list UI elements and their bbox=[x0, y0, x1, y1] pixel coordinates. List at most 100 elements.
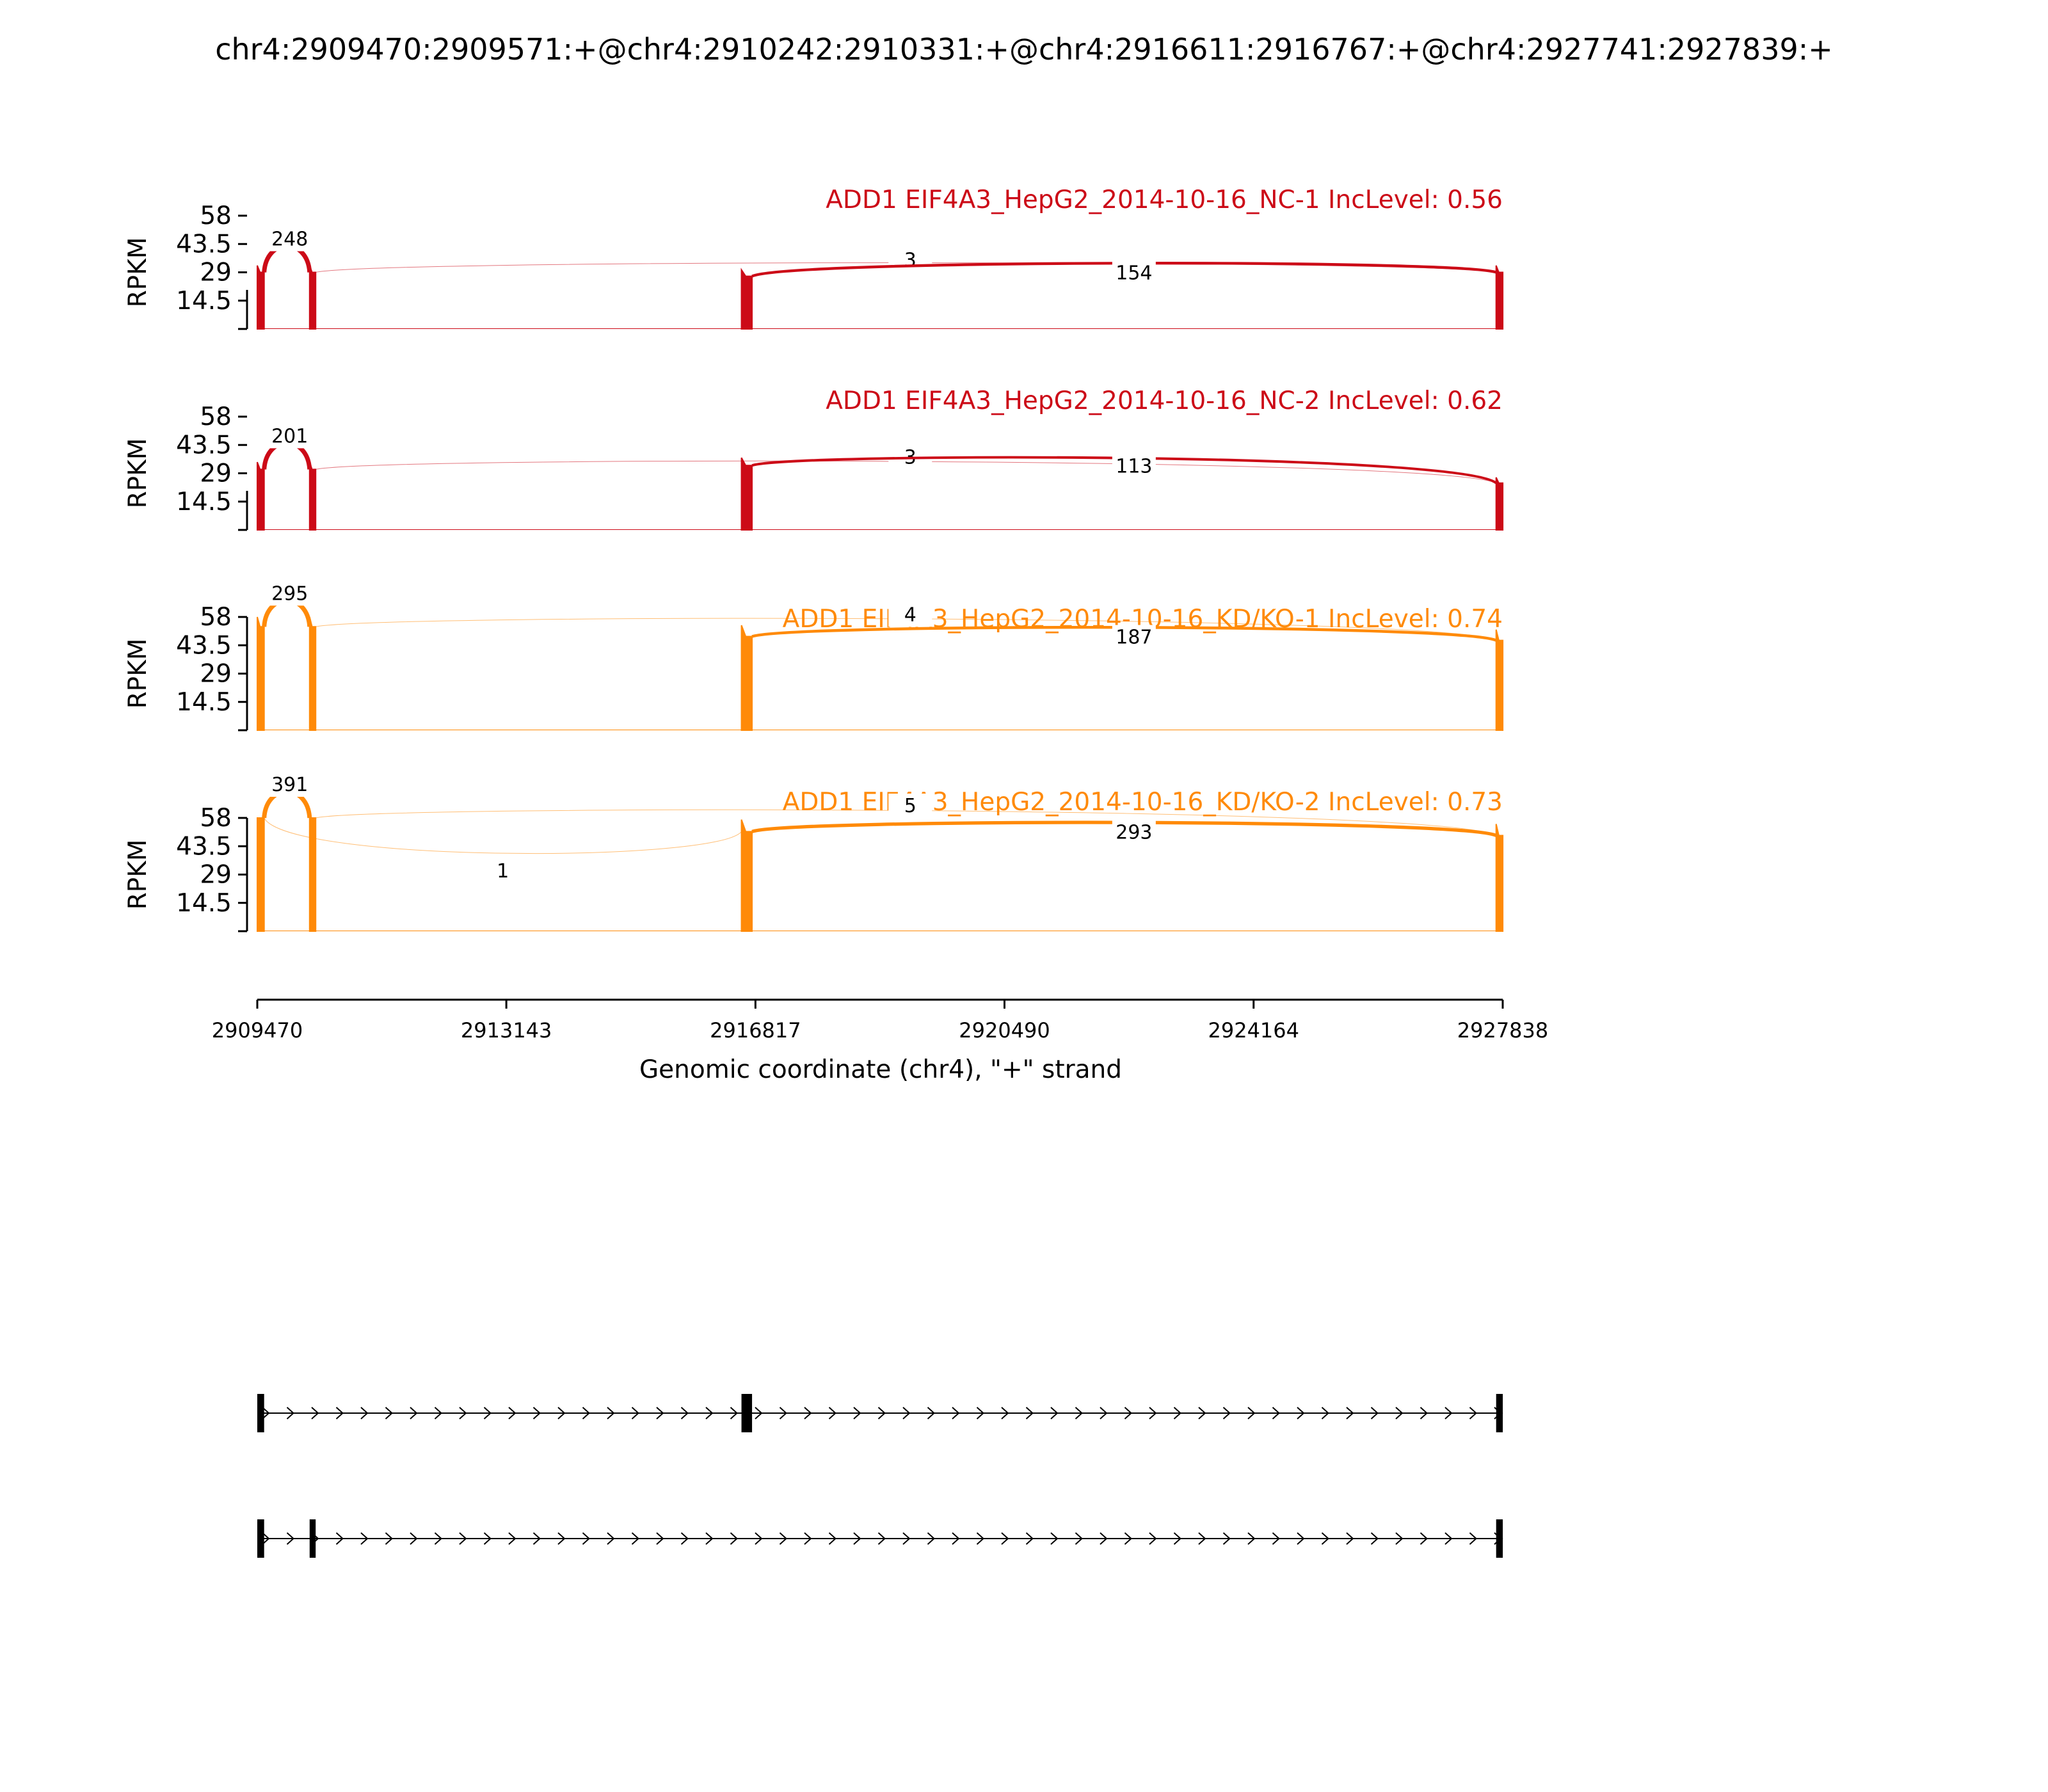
sashimi-track: ADD1 EIF4A3_HepG2_2014-10-16_NC-2 IncLev… bbox=[124, 387, 1504, 531]
strand-arrow bbox=[1420, 1407, 1428, 1420]
strand-arrow bbox=[1247, 1532, 1256, 1545]
strand-arrow bbox=[1272, 1532, 1280, 1545]
strand-arrow bbox=[385, 1532, 393, 1545]
strand-arrow bbox=[877, 1407, 886, 1420]
junction-count-bg bbox=[1112, 820, 1156, 845]
y-tick-label: 43.5 bbox=[176, 230, 232, 259]
strand-arrow bbox=[804, 1407, 812, 1420]
strand-arrow bbox=[927, 1407, 935, 1420]
x-tick-label: 2920490 bbox=[959, 1018, 1050, 1043]
exon-coverage bbox=[1495, 824, 1504, 932]
strand-arrow bbox=[1247, 1407, 1256, 1420]
junction-count-label: 154 bbox=[1116, 262, 1152, 285]
junction-count-label: 293 bbox=[1116, 821, 1152, 844]
exon-coverage bbox=[308, 817, 317, 932]
strand-arrow bbox=[1469, 1532, 1477, 1545]
exon-coverage bbox=[308, 461, 317, 531]
strand-arrow bbox=[1124, 1407, 1132, 1420]
strand-arrow bbox=[607, 1532, 615, 1545]
exon-coverage bbox=[740, 625, 753, 731]
coverage-noise bbox=[257, 529, 1503, 530]
exon-coverage bbox=[1495, 265, 1504, 330]
exon-coverage bbox=[308, 265, 317, 330]
strand-arrow bbox=[656, 1532, 664, 1545]
strand-arrow bbox=[1050, 1532, 1059, 1545]
strand-arrow bbox=[1272, 1407, 1280, 1420]
strand-arrow bbox=[656, 1407, 664, 1420]
strand-arrow bbox=[631, 1532, 639, 1545]
y-tick-label: 58 bbox=[200, 603, 232, 632]
strand-arrow bbox=[779, 1407, 787, 1420]
junction-count-label: 5 bbox=[904, 795, 916, 817]
strand-arrow bbox=[1124, 1532, 1132, 1545]
exon-coverage bbox=[1495, 629, 1504, 731]
strand-arrow bbox=[532, 1407, 541, 1420]
exon-block bbox=[257, 1519, 264, 1558]
strand-arrow bbox=[1222, 1532, 1231, 1545]
strand-arrow bbox=[385, 1407, 393, 1420]
strand-arrow bbox=[1198, 1532, 1206, 1545]
y-tick-label: 29 bbox=[200, 460, 232, 488]
strand-arrow bbox=[582, 1407, 590, 1420]
strand-arrow bbox=[508, 1532, 516, 1545]
x-tick-label: 2924164 bbox=[1208, 1018, 1299, 1043]
strand-arrow bbox=[976, 1532, 984, 1545]
strand-arrow bbox=[335, 1532, 344, 1545]
exon-block bbox=[1496, 1519, 1503, 1558]
exon-coverage bbox=[1495, 477, 1504, 531]
strand-arrow bbox=[1420, 1532, 1428, 1545]
strand-arrow bbox=[1050, 1407, 1059, 1420]
y-tick-label: 43.5 bbox=[176, 832, 232, 861]
y-axis-label: RPKM bbox=[124, 438, 152, 509]
strand-arrow bbox=[483, 1407, 492, 1420]
strand-arrow bbox=[335, 1407, 344, 1420]
exon-coverage bbox=[308, 616, 317, 731]
exon-coverage bbox=[257, 616, 265, 731]
strand-arrow bbox=[607, 1407, 615, 1420]
junction-count-label: 295 bbox=[271, 582, 308, 605]
exon-coverage bbox=[257, 817, 265, 932]
strand-arrow bbox=[286, 1532, 294, 1545]
figure-title: chr4:2909470:2909571:+@chr4:2910242:2910… bbox=[215, 32, 1833, 67]
y-tick-label: 43.5 bbox=[176, 631, 232, 660]
strand-arrow bbox=[755, 1407, 763, 1420]
strand-arrow bbox=[1075, 1407, 1083, 1420]
strand-arrow bbox=[952, 1407, 960, 1420]
strand-arrow bbox=[1222, 1407, 1231, 1420]
strand-arrow bbox=[360, 1532, 369, 1545]
strand-arrow bbox=[1395, 1532, 1404, 1545]
strand-arrow bbox=[952, 1532, 960, 1545]
plot-area: ADD1 EIF4A3_HepG2_2014-10-16_NC-1 IncLev… bbox=[124, 186, 1548, 1558]
strand-arrow bbox=[1395, 1407, 1404, 1420]
strand-arrow bbox=[311, 1407, 319, 1420]
strand-arrow bbox=[1149, 1532, 1157, 1545]
strand-arrow bbox=[902, 1532, 911, 1545]
junction-count-bg bbox=[268, 772, 312, 797]
strand-arrow bbox=[1297, 1407, 1305, 1420]
y-tick-label: 29 bbox=[200, 861, 232, 890]
y-tick-label: 58 bbox=[200, 202, 232, 230]
coverage-noise bbox=[257, 328, 1503, 329]
strand-arrow bbox=[262, 1407, 270, 1420]
strand-arrow bbox=[262, 1532, 270, 1545]
junction-count-bg bbox=[888, 248, 932, 273]
strand-arrow bbox=[532, 1532, 541, 1545]
junction-count-bg bbox=[268, 581, 312, 606]
strand-arrow bbox=[1075, 1532, 1083, 1545]
strand-arrow bbox=[1173, 1407, 1181, 1420]
x-tick-label: 2916817 bbox=[710, 1018, 801, 1043]
junction-count-label: 201 bbox=[271, 425, 308, 447]
strand-arrow bbox=[1444, 1532, 1453, 1545]
y-tick-label: 43.5 bbox=[176, 431, 232, 460]
exon-block bbox=[309, 1519, 316, 1558]
junction-count-bg bbox=[1112, 260, 1156, 285]
strand-arrow bbox=[804, 1532, 812, 1545]
strand-arrow bbox=[1025, 1407, 1034, 1420]
strand-arrow bbox=[1346, 1532, 1354, 1545]
strand-arrow bbox=[1149, 1407, 1157, 1420]
exon-coverage bbox=[257, 461, 265, 531]
strand-arrow bbox=[631, 1407, 639, 1420]
strand-arrow bbox=[286, 1407, 294, 1420]
strand-arrow bbox=[1100, 1407, 1108, 1420]
